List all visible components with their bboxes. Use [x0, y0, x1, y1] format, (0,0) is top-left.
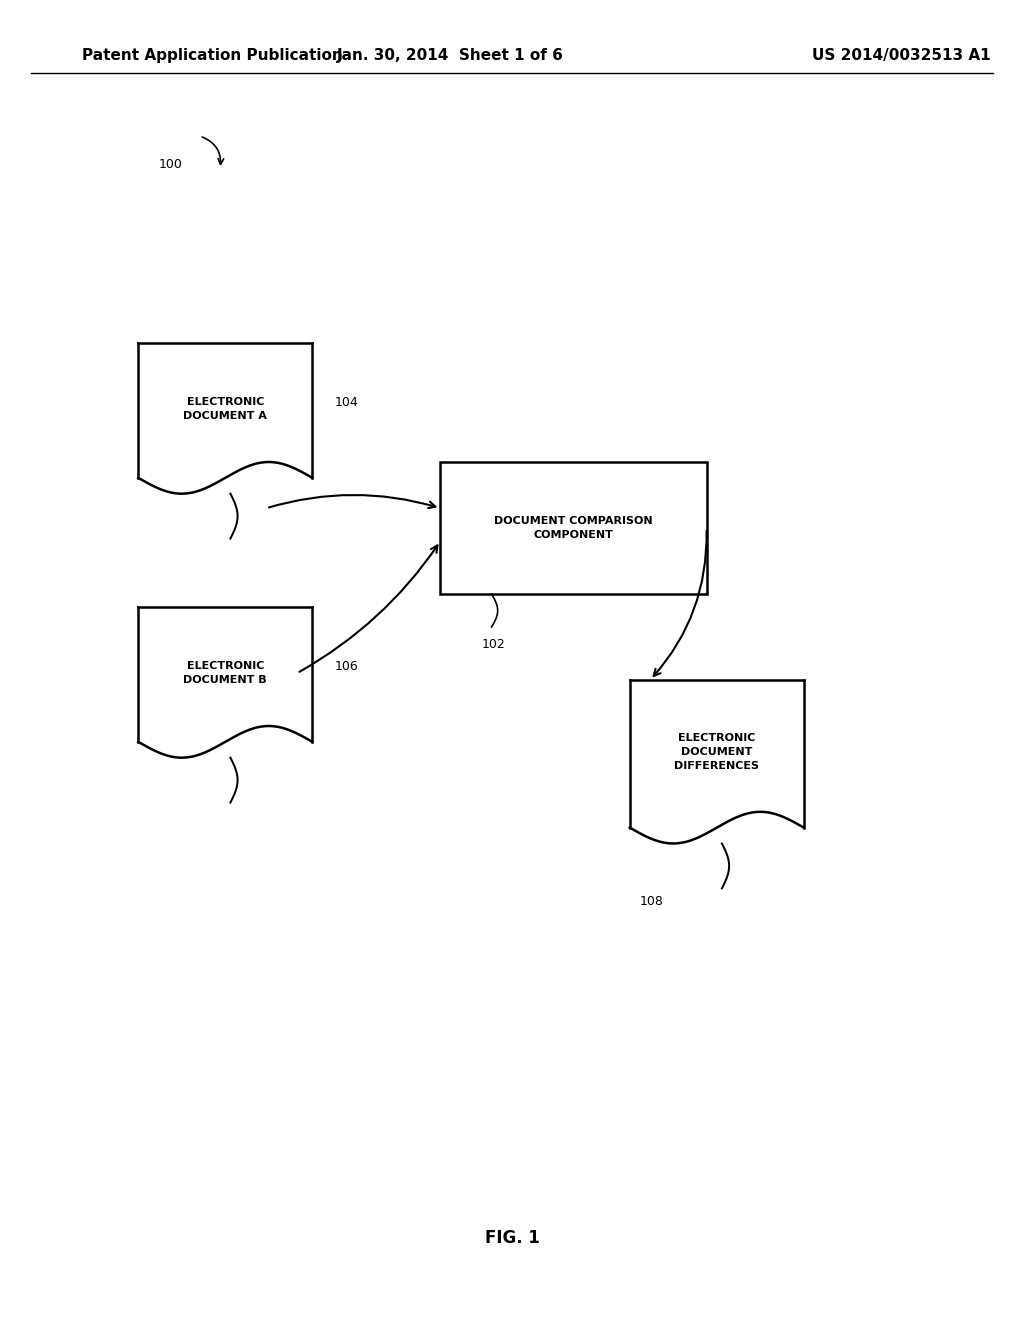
Text: ELECTRONIC
DOCUMENT
DIFFERENCES: ELECTRONIC DOCUMENT DIFFERENCES: [674, 734, 760, 771]
Text: 104: 104: [335, 396, 358, 409]
Text: ELECTRONIC
DOCUMENT A: ELECTRONIC DOCUMENT A: [183, 397, 267, 421]
Text: ELECTRONIC
DOCUMENT B: ELECTRONIC DOCUMENT B: [183, 661, 267, 685]
Text: Patent Application Publication: Patent Application Publication: [82, 48, 343, 63]
FancyBboxPatch shape: [440, 462, 707, 594]
Text: 102: 102: [481, 638, 505, 651]
Text: 106: 106: [335, 660, 358, 673]
Text: DOCUMENT COMPARISON
COMPONENT: DOCUMENT COMPARISON COMPONENT: [495, 516, 652, 540]
Text: 100: 100: [159, 158, 182, 172]
Text: US 2014/0032513 A1: US 2014/0032513 A1: [812, 48, 990, 63]
Text: FIG. 1: FIG. 1: [484, 1229, 540, 1247]
Text: Jan. 30, 2014  Sheet 1 of 6: Jan. 30, 2014 Sheet 1 of 6: [337, 48, 564, 63]
Text: 108: 108: [640, 895, 664, 908]
